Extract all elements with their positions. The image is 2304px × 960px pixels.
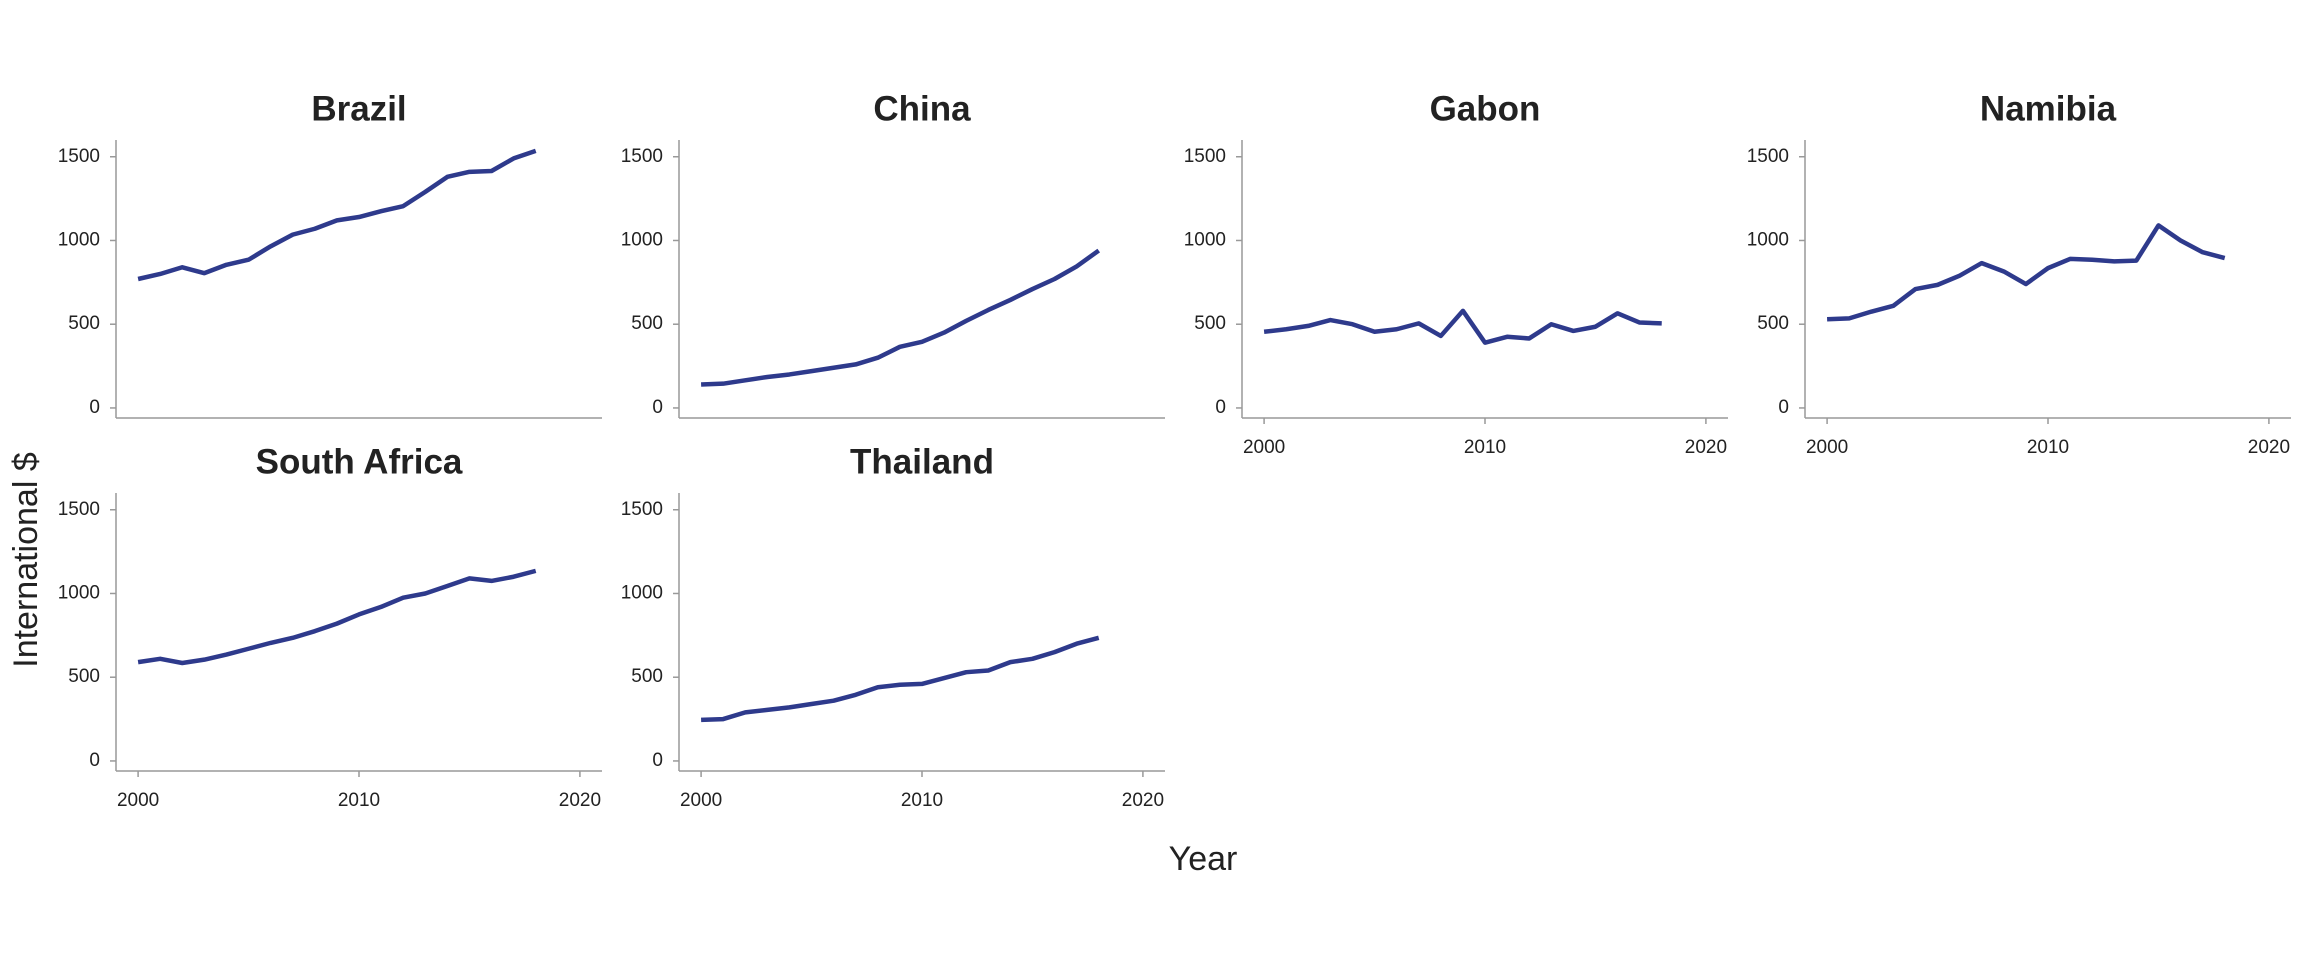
- y-tick-label: 0: [1215, 397, 1226, 418]
- y-tick-label: 1500: [58, 499, 100, 520]
- y-axis-label: International $: [7, 452, 45, 668]
- y-tick-label: 1000: [621, 582, 663, 603]
- panel-title: Gabon: [1430, 89, 1541, 128]
- y-tick-label: 1000: [1747, 229, 1789, 250]
- x-tick-label: 2010: [1464, 437, 1506, 458]
- x-tick-label: 2000: [1806, 437, 1848, 458]
- x-axis-label: Year: [1169, 840, 1238, 878]
- x-tick-label: 2020: [1685, 437, 1727, 458]
- line: [1263, 308, 1662, 345]
- y-tick-label: 0: [652, 750, 663, 771]
- y-tick-label: 500: [1194, 313, 1226, 334]
- x-tick-label: 2000: [1243, 437, 1285, 458]
- x-tick-label: 2000: [117, 790, 159, 811]
- y-tick-label: 0: [89, 750, 100, 771]
- line: [137, 148, 537, 282]
- y-tick-label: 1000: [58, 229, 100, 250]
- line: [701, 635, 1100, 723]
- panel-title: Thailand: [850, 442, 994, 481]
- x-tick-label: 2010: [901, 790, 943, 811]
- panel-title: Namibia: [1980, 89, 2117, 128]
- y-tick-label: 0: [89, 397, 100, 418]
- x-tick-label: 2020: [2248, 437, 2290, 458]
- y-tick-label: 1500: [1184, 146, 1226, 167]
- panel-title: South Africa: [256, 442, 463, 481]
- x-tick-label: 2020: [1122, 790, 1164, 811]
- line: [701, 248, 1101, 387]
- y-tick-label: 500: [631, 666, 663, 687]
- y-tick-label: 1500: [621, 146, 663, 167]
- y-tick-label: 500: [631, 313, 663, 334]
- y-tick-label: 500: [68, 666, 100, 687]
- panel-title: China: [873, 89, 971, 128]
- y-tick-label: 1000: [1184, 229, 1226, 250]
- line: [137, 568, 537, 666]
- y-tick-label: 0: [652, 397, 663, 418]
- x-tick-label: 2020: [559, 790, 601, 811]
- y-tick-label: 500: [68, 313, 100, 334]
- y-tick-label: 1000: [621, 229, 663, 250]
- y-tick-label: 1500: [58, 146, 100, 167]
- x-tick-label: 2010: [2027, 437, 2069, 458]
- x-tick-label: 2010: [338, 790, 380, 811]
- y-tick-label: 500: [1757, 313, 1789, 334]
- x-tick-label: 2000: [680, 790, 722, 811]
- panel-title: Brazil: [311, 89, 406, 128]
- line: [1827, 223, 2226, 322]
- y-tick-label: 1500: [1747, 146, 1789, 167]
- y-tick-label: 1500: [621, 499, 663, 520]
- y-tick-label: 1000: [58, 582, 100, 603]
- y-tick-label: 0: [1778, 397, 1789, 418]
